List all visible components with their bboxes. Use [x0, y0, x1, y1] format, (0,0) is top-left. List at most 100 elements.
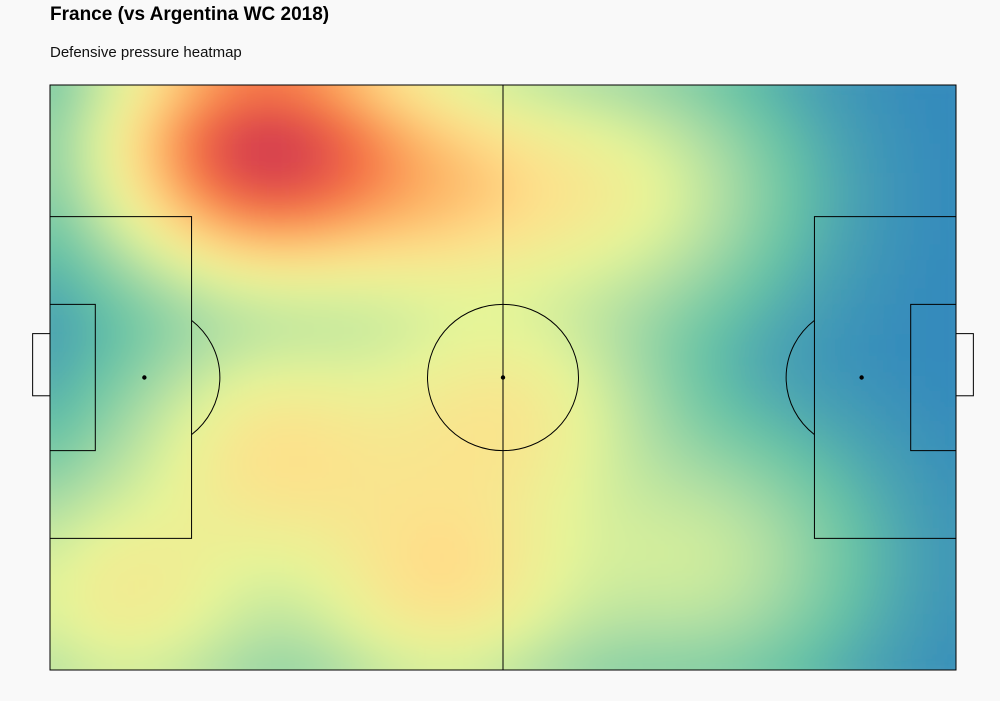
heatmap-cell — [910, 333, 927, 349]
heatmap-cell — [834, 289, 851, 305]
heatmap-cell — [638, 333, 655, 349]
heatmap-cell — [200, 216, 217, 232]
heatmap-cell — [170, 186, 187, 203]
heatmap-cell — [759, 567, 776, 583]
heatmap-cell — [653, 669, 670, 670]
heatmap-cell — [457, 245, 474, 262]
heatmap-cell — [865, 55, 881, 71]
heatmap-cell — [880, 303, 897, 320]
heatmap-cell — [971, 450, 987, 466]
heatmap-cell — [955, 157, 956, 174]
heatmap-cell — [532, 552, 549, 569]
heatmap-cell — [50, 172, 66, 188]
heatmap-cell — [940, 464, 956, 481]
heatmap-cell — [19, 436, 35, 452]
heatmap-cell — [472, 55, 488, 71]
heatmap-cell — [230, 464, 247, 481]
heatmap-cell — [683, 347, 700, 364]
heatmap-cell — [321, 508, 338, 525]
heatmap-cell — [64, 143, 81, 159]
heatmap-cell — [608, 537, 625, 554]
heatmap-cell — [336, 230, 353, 247]
heatmap-cell — [216, 684, 232, 700]
heatmap-cell — [940, 347, 956, 364]
heatmap-cell — [774, 260, 791, 276]
heatmap-cell — [381, 362, 398, 379]
heatmap-cell — [170, 654, 187, 670]
heatmap-cell — [366, 230, 383, 247]
heatmap-cell — [895, 362, 912, 379]
heatmap-cell — [487, 186, 504, 203]
heatmap-cell — [668, 201, 685, 218]
heatmap-cell — [744, 479, 761, 496]
heatmap-cell — [487, 406, 504, 422]
heatmap-cell — [230, 567, 247, 583]
heatmap-cell — [864, 128, 881, 145]
heatmap-cell — [593, 347, 610, 364]
heatmap-cell — [713, 537, 730, 554]
heatmap-cell — [940, 654, 956, 670]
heatmap-cell — [396, 669, 413, 670]
heatmap-cell — [170, 55, 186, 71]
heatmap-cell — [517, 347, 534, 364]
heatmap-cell — [109, 435, 126, 452]
heatmap-cell — [321, 640, 338, 656]
heatmap-cell — [276, 157, 293, 174]
heatmap-cell — [608, 347, 625, 364]
heatmap-cell — [291, 640, 308, 656]
heatmap-cell — [713, 567, 730, 583]
heatmap-cell — [698, 406, 715, 422]
heatmap-cell — [487, 420, 504, 437]
heatmap-cell — [547, 669, 564, 670]
heatmap-cell — [502, 537, 519, 554]
heatmap-cell — [623, 391, 640, 408]
heatmap-cell — [442, 523, 459, 539]
heatmap-cell — [140, 99, 157, 115]
heatmap-cell — [698, 654, 715, 670]
heatmap-cell — [804, 669, 821, 670]
heatmap-cell — [79, 245, 96, 262]
heatmap-cell — [835, 684, 851, 700]
heatmap-cell — [849, 377, 866, 393]
heatmap-cell — [562, 479, 579, 496]
heatmap-cell — [140, 362, 157, 379]
heatmap-cell — [185, 435, 202, 452]
heatmap-cell — [819, 230, 836, 247]
heatmap-cell — [230, 640, 247, 656]
heatmap-cell — [245, 581, 262, 598]
heatmap-cell — [653, 596, 670, 613]
heatmap-cell — [487, 684, 503, 700]
heatmap-cell — [819, 362, 836, 379]
heatmap-cell — [230, 186, 247, 203]
heatmap-cell — [94, 318, 111, 335]
heatmap-cell — [260, 450, 277, 466]
heatmap-cell — [306, 201, 323, 218]
heatmap-cell — [155, 362, 172, 379]
heatmap-cell — [532, 303, 549, 320]
heatmap-cell — [910, 654, 927, 670]
heatmap-cell — [502, 113, 519, 130]
heatmap-cell — [291, 567, 308, 583]
heatmap-cell — [683, 567, 700, 583]
heatmap-cell — [971, 626, 987, 642]
heatmap-cell — [864, 85, 881, 86]
heatmap-cell — [955, 450, 956, 466]
heatmap-cell — [910, 377, 927, 393]
heatmap-cell — [306, 318, 323, 335]
heatmap-cell — [321, 377, 338, 393]
heatmap-cell — [336, 99, 353, 115]
heatmap-cell — [411, 625, 428, 642]
heatmap-cell — [260, 420, 277, 437]
heatmap-cell — [925, 289, 942, 305]
heatmap-cell — [804, 172, 821, 188]
heatmap-cell — [729, 464, 746, 481]
heatmap-cell — [729, 537, 746, 554]
heatmap-cell — [215, 201, 232, 218]
heatmap-cell — [366, 669, 383, 670]
heatmap-cell — [109, 143, 126, 159]
heatmap-cell — [245, 640, 262, 656]
heatmap-cell — [50, 625, 51, 642]
heatmap-cell — [79, 596, 96, 613]
heatmap-cell — [125, 245, 142, 262]
heatmap-cell — [125, 420, 142, 437]
